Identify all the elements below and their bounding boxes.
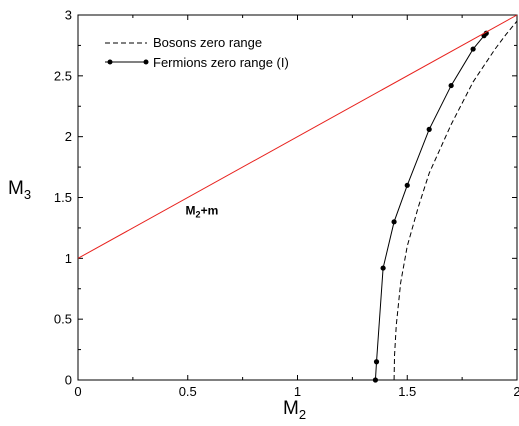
- fermions-point: [380, 265, 386, 271]
- y-axis-label-sub: 3: [24, 187, 31, 202]
- y-tick-label: 1: [65, 251, 72, 266]
- y-tick-label: 0.5: [54, 312, 72, 327]
- x-tick-label: 2: [513, 384, 519, 399]
- fermions-point: [404, 182, 410, 188]
- annotation-sub: 2: [196, 210, 201, 220]
- legend-marker-fermions-right: [143, 59, 149, 65]
- y-tick-label: 1.5: [54, 190, 72, 205]
- annotation-suffix: +m: [201, 204, 219, 218]
- y-axis-label-main: M: [8, 178, 24, 199]
- y-tick-label: 3: [65, 8, 72, 23]
- fermions-point: [373, 359, 380, 365]
- y-tick-label: 2.5: [54, 68, 72, 83]
- threshold-annotation: M2+m: [186, 204, 219, 220]
- fermions-point: [483, 30, 489, 36]
- fermions-point: [372, 377, 379, 383]
- fermions-point: [448, 82, 454, 89]
- series-layer: [77, 14, 518, 383]
- x-tick-label: 0.5: [179, 384, 197, 399]
- threshold-line: [77, 14, 518, 259]
- x-tick-label: 0: [74, 384, 81, 399]
- y-axis-ticks: 0 0.5 1 1.5 2 2.5 3: [54, 8, 517, 388]
- x-tick-label: 1: [294, 384, 301, 399]
- annotation-main: M: [186, 204, 196, 218]
- x-axis-ticks: 0 0.5 1 1.5 2: [74, 15, 519, 399]
- y-tick-label: 0: [65, 373, 72, 388]
- fermions-point: [391, 219, 397, 225]
- legend: Bosons zero range Fermions zero range (I…: [105, 35, 289, 70]
- y-tick-label: 2: [65, 129, 72, 144]
- x-axis-label-sub: 2: [299, 407, 306, 422]
- bosons-line: [393, 20, 518, 381]
- fermions-point: [426, 126, 432, 132]
- plot-frame: [77, 14, 518, 381]
- x-axis-label-main: M: [283, 398, 299, 419]
- legend-label-bosons: Bosons zero range: [153, 35, 262, 50]
- legend-marker-fermions-left: [107, 59, 113, 65]
- legend-label-fermions: Fermions zero range (I): [153, 55, 289, 70]
- y-axis-label: M3: [8, 178, 31, 202]
- fermions-line: [374, 32, 487, 381]
- x-axis-label: M2: [283, 398, 306, 422]
- x-tick-label: 1.5: [398, 384, 416, 399]
- fermions-point: [470, 46, 476, 52]
